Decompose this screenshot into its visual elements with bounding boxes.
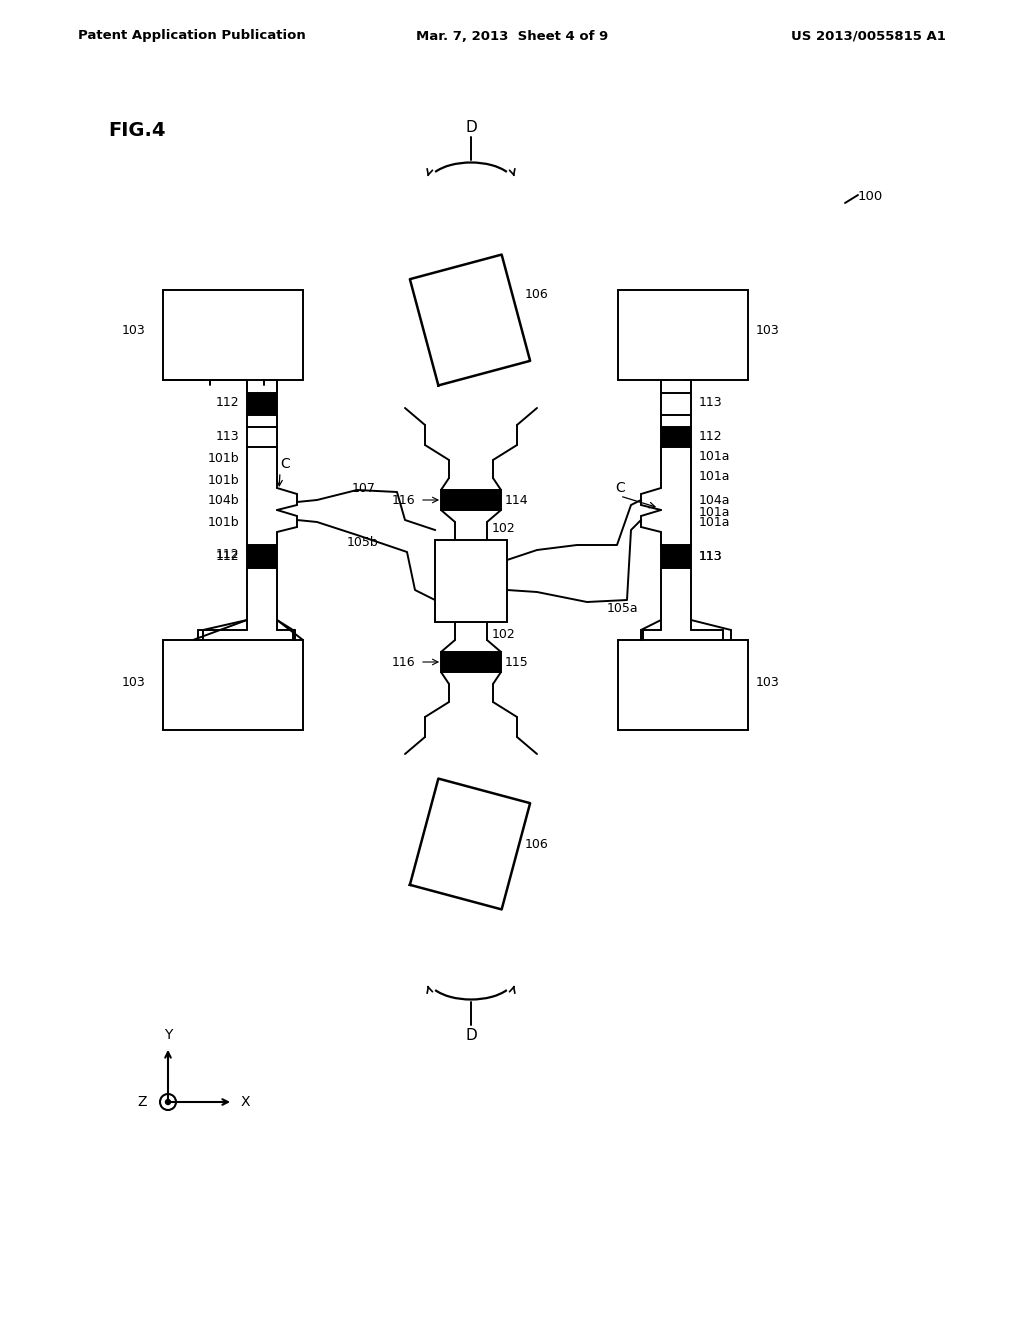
Text: 101a: 101a [699,516,730,528]
Text: 113: 113 [699,550,723,564]
Bar [662,545,691,568]
Bar [441,652,501,672]
Text: 105b: 105b [347,536,379,549]
Text: 112: 112 [215,549,239,561]
Text: 115: 115 [505,656,528,668]
Bar [163,640,303,730]
Text: 101a: 101a [699,450,730,463]
Bar [163,290,303,380]
Text: Y: Y [164,1028,172,1041]
Text: Z: Z [137,1096,146,1109]
Text: 106: 106 [525,837,549,850]
Bar [441,490,501,510]
Text: 102: 102 [492,627,516,640]
Text: D: D [465,120,477,135]
Text: 107: 107 [352,482,376,495]
Text: 103: 103 [756,323,779,337]
Text: 101b: 101b [208,451,239,465]
Text: 101b: 101b [208,474,239,487]
Text: 103: 103 [121,676,145,689]
Bar [662,426,691,447]
Text: Mar. 7, 2013  Sheet 4 of 9: Mar. 7, 2013 Sheet 4 of 9 [416,29,608,42]
Text: 101b: 101b [208,516,239,528]
Text: 112: 112 [215,396,239,408]
Text: 113: 113 [699,396,723,408]
Text: 103: 103 [756,676,779,689]
Text: 104a: 104a [699,494,730,507]
Text: FIG.4: FIG.4 [108,120,166,140]
Bar [662,393,691,414]
Text: 112: 112 [215,550,239,564]
Text: 105a: 105a [607,602,639,615]
Text: 101a: 101a [699,506,730,519]
Circle shape [166,1100,171,1105]
Text: 116: 116 [391,494,415,507]
Bar [618,290,748,380]
Text: 113: 113 [699,550,723,564]
Bar [618,640,748,730]
Text: US 2013/0055815 A1: US 2013/0055815 A1 [792,29,946,42]
Text: D: D [465,1027,477,1043]
Text: 101a: 101a [699,470,730,483]
Bar [247,426,278,447]
Text: 113: 113 [215,430,239,444]
Bar [247,393,278,414]
Text: 103: 103 [121,323,145,337]
Text: 100: 100 [858,190,884,203]
Text: C: C [281,457,290,471]
Text: 102: 102 [492,521,516,535]
Text: 116: 116 [391,656,415,668]
Text: 112: 112 [699,430,723,444]
Text: X: X [241,1096,250,1109]
Text: 106: 106 [525,289,549,301]
Text: C: C [615,480,625,495]
Text: 104b: 104b [208,494,239,507]
Bar [247,545,278,568]
Text: 114: 114 [505,494,528,507]
Bar [435,540,507,622]
Text: Patent Application Publication: Patent Application Publication [78,29,306,42]
